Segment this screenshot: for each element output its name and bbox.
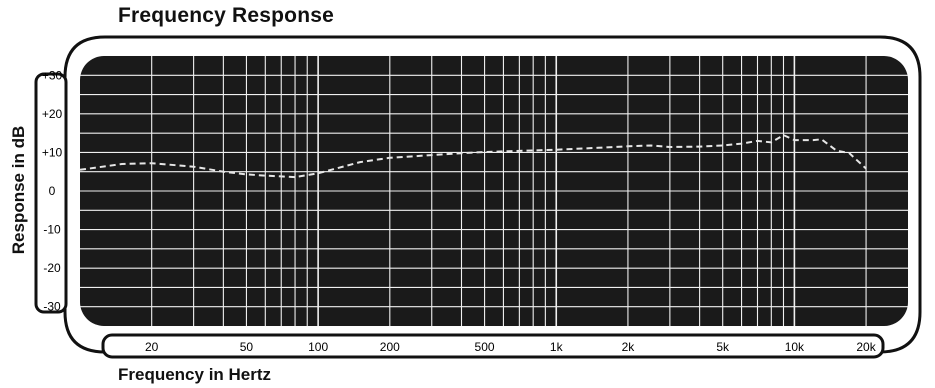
x-tick-label: 200 [380,340,400,354]
x-axis-label: Frequency in Hertz [118,365,272,384]
y-ticks: +30 +20 +10 0 -10 -20 -30 [42,68,63,313]
x-tick-box [101,333,885,359]
y-tick-label: +20 [42,107,63,121]
y-tick-label: -10 [43,223,61,237]
y-tick-label: +10 [42,145,63,159]
x-tick-label: 20 [145,340,159,354]
y-tick-box [34,72,68,314]
grid [80,56,908,326]
x-tick-label: 100 [308,340,328,354]
x-tick-label: 20k [856,340,876,354]
x-tick-label: 1k [550,340,564,354]
y-tick-label: -20 [43,261,61,275]
x-tick-label: 50 [240,340,254,354]
x-ticks: 20 50 100 200 500 1k 2k 5k 10k 20k [145,340,877,354]
y-tick-label: 0 [49,184,56,198]
y-tick-label: +30 [42,68,63,82]
series-group [79,133,867,179]
chart-title: Frequency Response [118,4,334,27]
x-tick-label: 10k [785,340,805,354]
x-tick-label: 2k [622,340,636,354]
y-tick-label: -30 [43,300,61,314]
x-tick-label: 5k [716,340,730,354]
x-tick-label: 500 [475,340,495,354]
series-line [79,133,867,179]
